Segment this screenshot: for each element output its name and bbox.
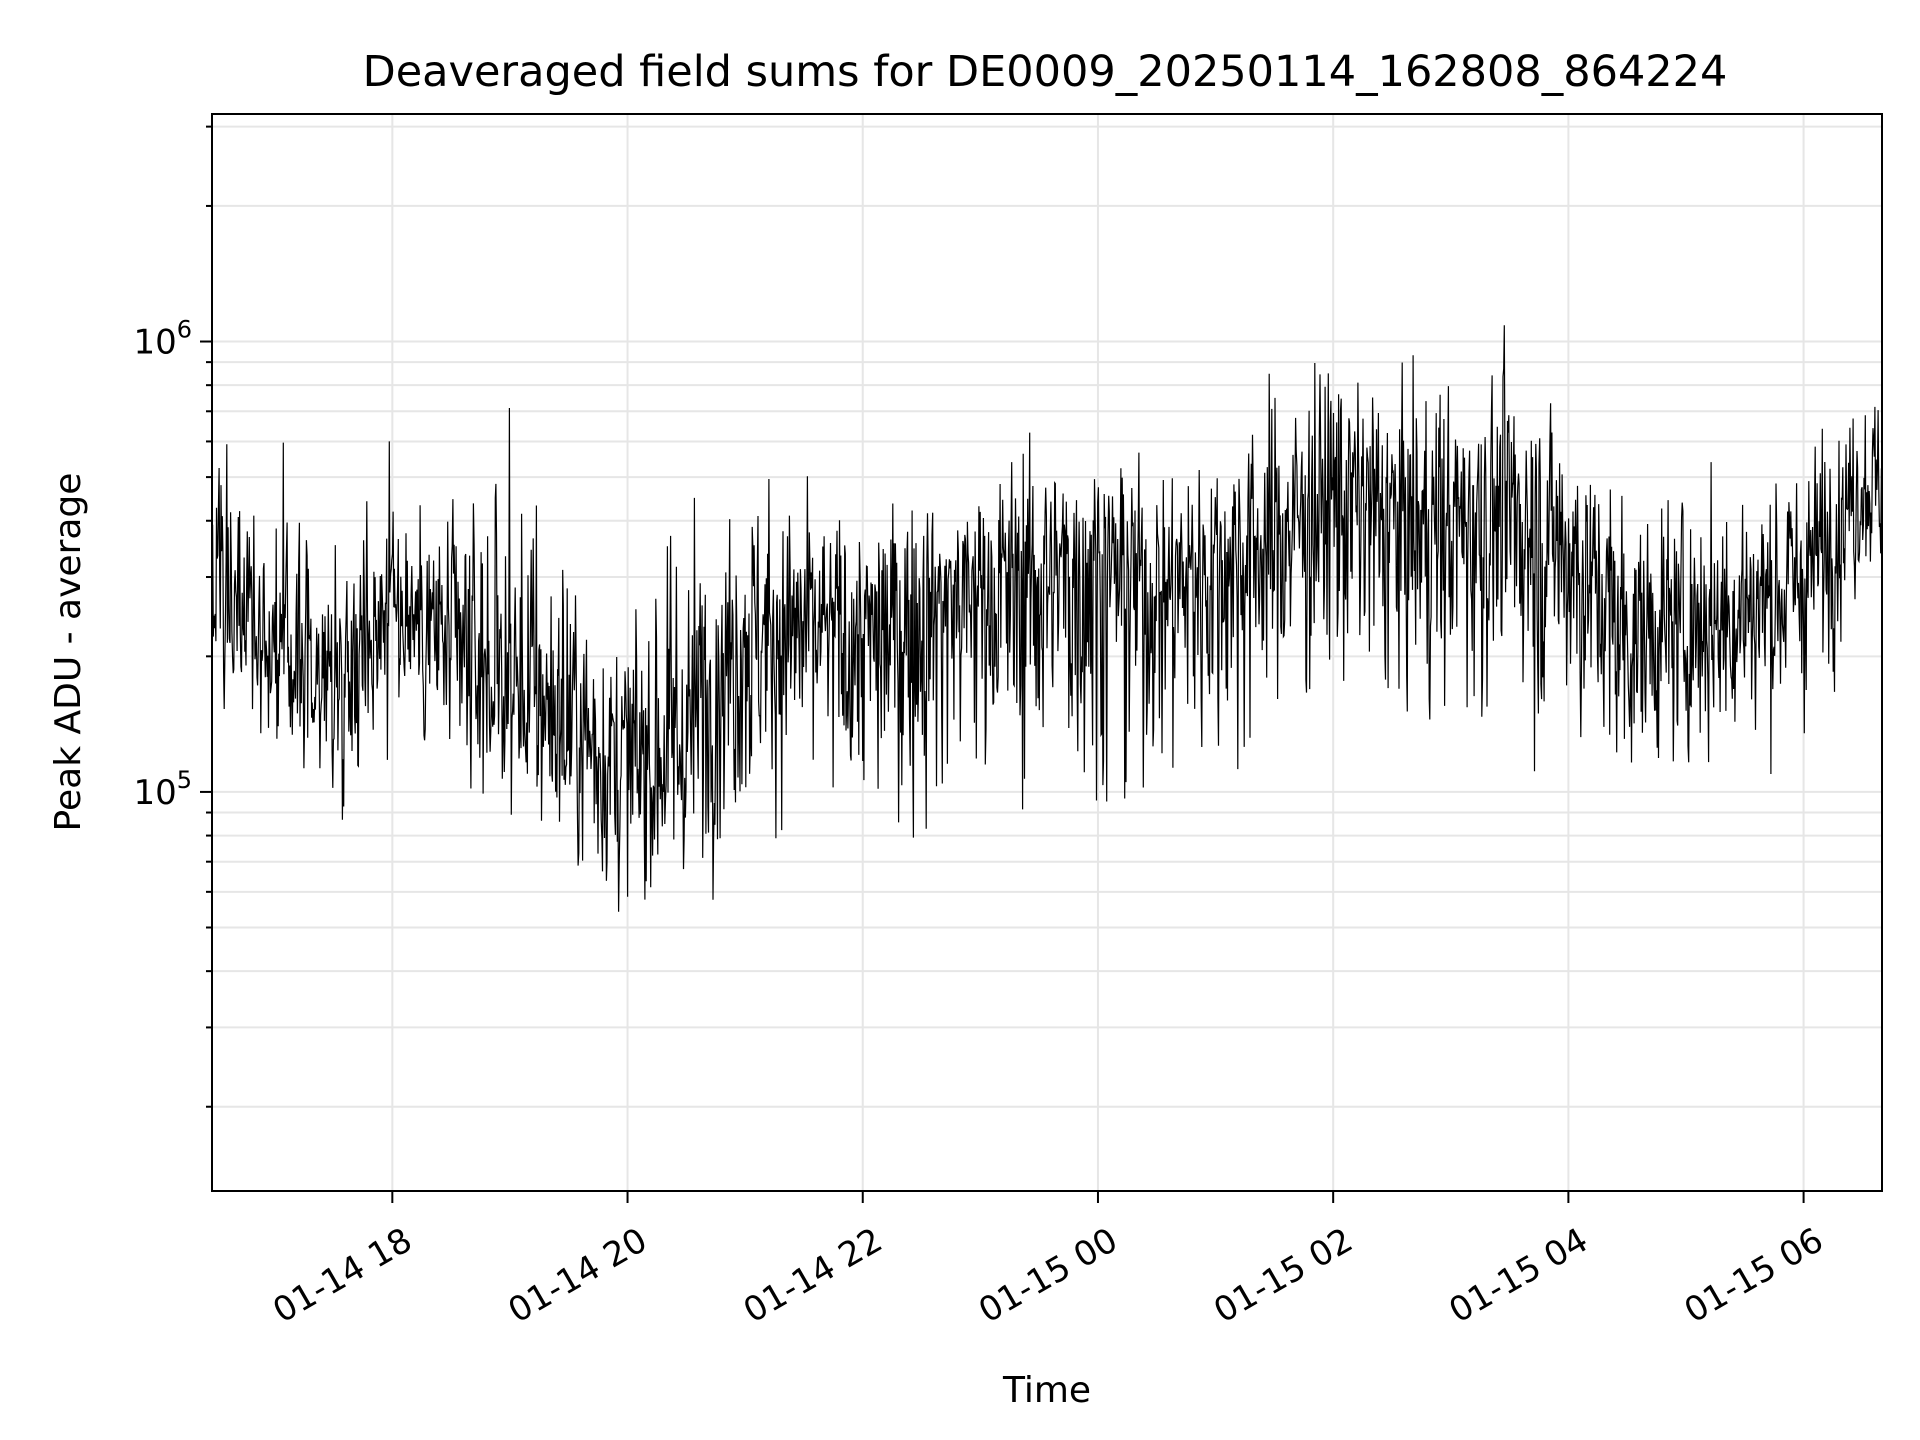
- y-tick-label: 105: [133, 766, 192, 813]
- y-tick-exponent: 6: [177, 316, 192, 344]
- y-tick-label: 106: [133, 316, 192, 363]
- plot-frame: [211, 113, 1883, 1192]
- y-tick-exponent: 5: [177, 766, 192, 794]
- series-line: [211, 325, 1883, 912]
- chart-title: Deaveraged field sums for DE0009_2025011…: [363, 47, 1728, 97]
- series-group: [211, 325, 1883, 912]
- y-tick-base: 10: [133, 773, 176, 813]
- x-axis-label: Time: [1002, 1370, 1091, 1411]
- grid: [212, 114, 1882, 1191]
- y-axis-label: Peak ADU - average: [48, 473, 89, 832]
- y-tick-base: 10: [133, 323, 176, 363]
